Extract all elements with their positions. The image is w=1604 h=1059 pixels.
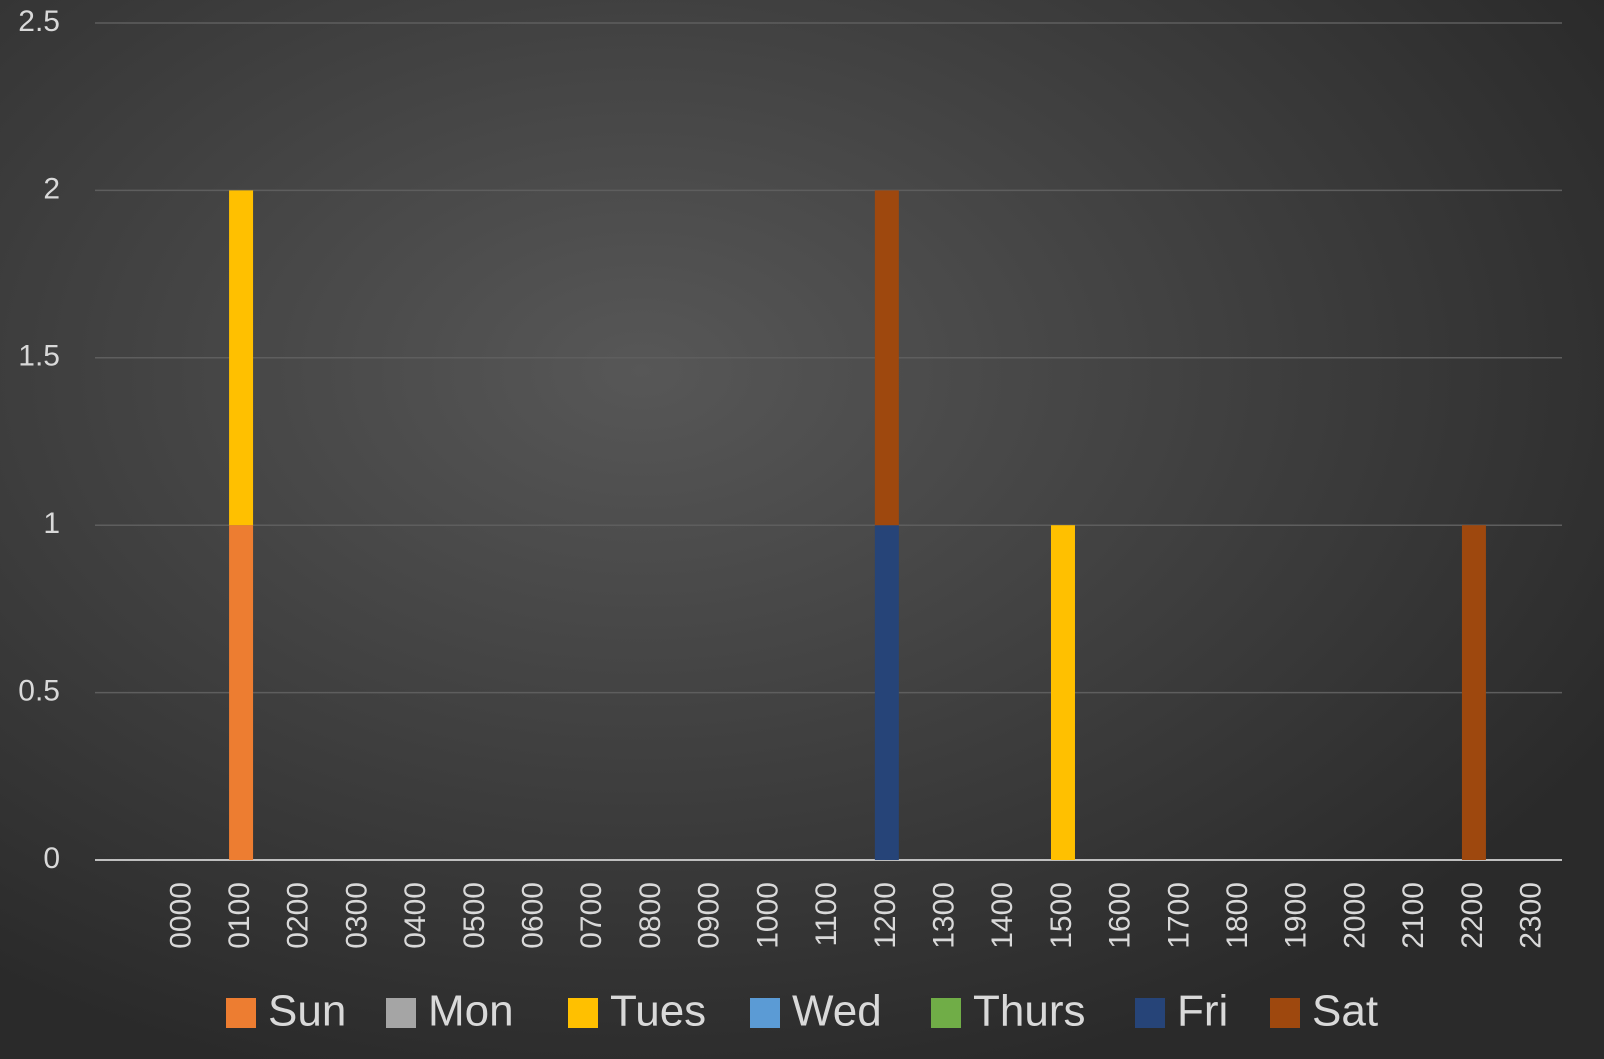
legend-label: Sun (268, 987, 346, 1036)
legend-label: Sat (1312, 987, 1378, 1036)
bar-segment (874, 190, 899, 526)
y-tick-label: 0.5 (18, 675, 60, 708)
x-tick-label: 0100 (223, 882, 256, 949)
y-tick-label: 0 (43, 842, 60, 875)
x-tick-label: 0400 (399, 882, 432, 949)
legend-label: Thurs (973, 987, 1085, 1036)
x-tick-label: 0700 (575, 882, 608, 949)
x-tick-label: 0300 (340, 882, 373, 949)
x-tick-label: 1700 (1162, 882, 1195, 949)
legend-swatch (1135, 998, 1165, 1028)
x-tick-label: 0200 (282, 882, 315, 949)
bar-segment (874, 525, 899, 860)
x-tick-label: 1300 (927, 882, 960, 949)
bar-segment (1050, 525, 1075, 860)
bar-segment (229, 190, 254, 526)
x-tick-label: 1100 (810, 882, 843, 947)
legend-label: Tues (610, 987, 706, 1036)
x-tick-label: 2000 (1338, 882, 1371, 949)
legend-label: Fri (1177, 987, 1228, 1036)
legend-swatch (386, 998, 416, 1028)
y-tick-label: 2.5 (18, 5, 60, 38)
legend-label: Mon (428, 987, 514, 1036)
legend-swatch (226, 998, 256, 1028)
legend-swatch (1270, 998, 1300, 1028)
x-tick-label: 0600 (517, 882, 550, 949)
x-tick-label: 2300 (1515, 882, 1548, 949)
x-tick-label: 1500 (1045, 882, 1078, 949)
x-tick-label: 0000 (164, 882, 197, 949)
bar-segment (1461, 525, 1486, 860)
legend-swatch (568, 998, 598, 1028)
x-tick-label: 1600 (1104, 882, 1137, 949)
x-tick-label: 0900 (693, 882, 726, 949)
legend-label: Wed (792, 987, 882, 1036)
y-tick-label: 1 (43, 507, 60, 540)
legend-swatch (931, 998, 961, 1028)
y-tick-label: 2 (43, 172, 60, 205)
x-tick-label: 0500 (458, 882, 491, 949)
bar-segment (229, 525, 254, 860)
x-tick-label: 0800 (634, 882, 667, 949)
y-tick-label: 1.5 (18, 340, 60, 373)
x-tick-label: 1400 (986, 882, 1019, 949)
x-tick-label: 1000 (751, 882, 784, 949)
legend-swatch (750, 998, 780, 1028)
x-tick-label: 2100 (1397, 882, 1430, 949)
x-tick-label: 1800 (1221, 882, 1254, 949)
x-tick-label: 2200 (1456, 882, 1489, 949)
x-tick-label: 1900 (1280, 882, 1313, 949)
x-tick-label: 1200 (869, 882, 902, 949)
